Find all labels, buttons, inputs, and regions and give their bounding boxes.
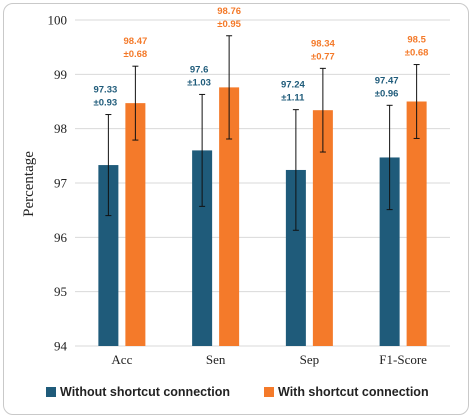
y-axis-label: Percentage: [21, 151, 37, 217]
bar-with-shortcut: [312, 110, 333, 347]
bar-with-shortcut: [125, 103, 146, 346]
data-label-error: ±0.95: [217, 19, 241, 30]
data-label-error: ±0.77: [311, 51, 335, 62]
data-label-value: 97.47: [375, 75, 399, 86]
data-label-value: 98.5: [407, 35, 426, 46]
legend-swatch-without: [46, 387, 56, 397]
y-tick-label: 100: [48, 13, 68, 28]
data-label-value: 97.6: [190, 64, 209, 75]
data-label-value: 97.33: [93, 85, 117, 96]
legend-label-without: Without shortcut connection: [60, 385, 230, 399]
data-label-value: 98.47: [123, 36, 147, 47]
bar-without-shortcut: [98, 165, 119, 346]
data-label-error: ±0.93: [94, 98, 118, 109]
x-tick-label: Sen: [206, 352, 226, 367]
y-tick-label: 99: [54, 67, 67, 82]
bar-without-shortcut: [379, 157, 400, 346]
y-tick-label: 98: [54, 121, 67, 136]
legend: Without shortcut connection With shortcu…: [46, 385, 429, 399]
legend-label-with: With shortcut connection: [278, 385, 429, 399]
data-label-value: 98.76: [217, 6, 241, 17]
y-tick-label: 97: [54, 176, 68, 191]
y-tick-label: 94: [54, 339, 68, 354]
data-label-value: 97.24: [281, 80, 305, 91]
bar-with-shortcut: [406, 101, 427, 346]
x-tick-label: Sep: [300, 352, 320, 367]
data-label-value: 98.34: [311, 38, 335, 49]
y-tick-label: 95: [54, 284, 67, 299]
bar-without-shortcut: [285, 169, 306, 346]
data-label-error: ±0.68: [124, 49, 148, 60]
label-layer: Acc 97.33 ±0.93 98.47 ±0.68 Sen 97.6 ±1.03 98.76…: [93, 6, 428, 367]
data-label-error: ±1.03: [187, 77, 211, 88]
x-tick-label: Acc: [111, 352, 132, 367]
data-label-error: ±1.11: [281, 93, 305, 104]
bar-layer: [98, 35, 427, 347]
data-label-error: ±0.68: [405, 48, 429, 59]
x-tick-label: F1-Score: [379, 352, 427, 367]
bar-without-shortcut: [192, 150, 213, 346]
legend-swatch-with: [264, 387, 274, 397]
data-label-error: ±0.96: [375, 88, 399, 99]
bar-with-shortcut: [219, 87, 240, 346]
y-tick-label: 96: [54, 230, 68, 245]
